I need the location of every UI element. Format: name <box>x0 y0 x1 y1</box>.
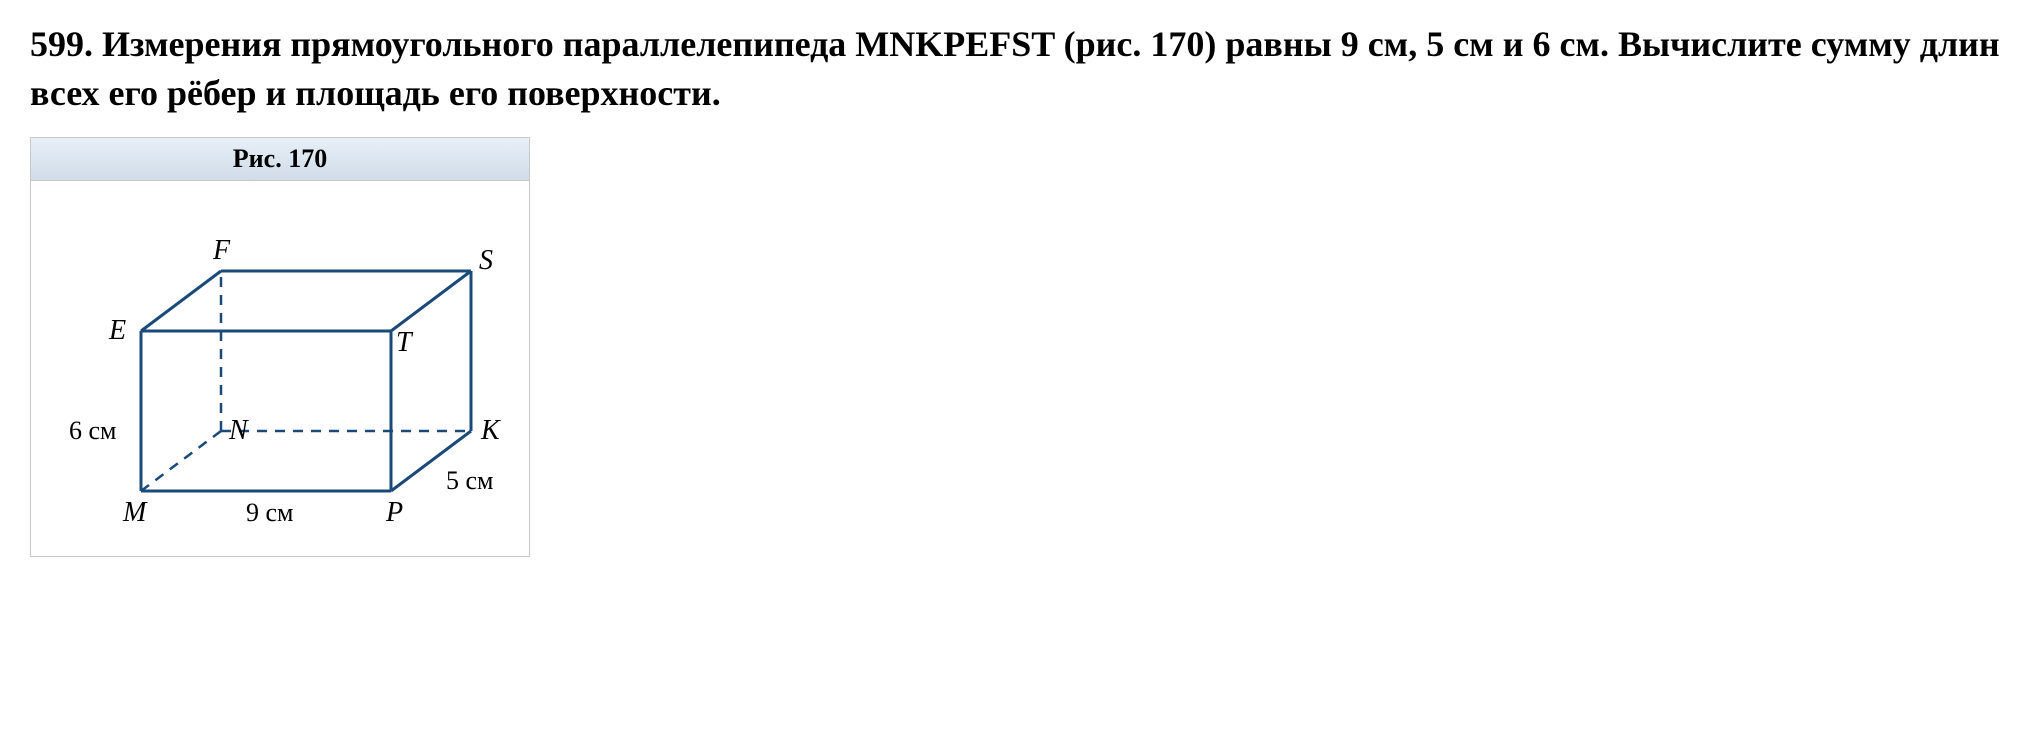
dim-depth: 5 см <box>446 466 494 495</box>
parallelepiped-diagram: M P K N E T S F 9 см 5 см 6 см <box>51 201 511 541</box>
problem-line3: его поверхности. <box>449 73 721 113</box>
dim-height: 6 см <box>69 416 117 445</box>
label-S: S <box>479 245 493 276</box>
label-F: F <box>212 235 231 266</box>
edge-EF <box>141 271 221 331</box>
label-M: M <box>122 497 148 528</box>
edge-NM-hidden <box>141 431 221 491</box>
problem-number: 599. <box>30 24 93 64</box>
label-P: P <box>385 497 403 528</box>
problem-statement: 599. Измерения прямоугольного параллелеп… <box>30 20 2004 117</box>
figure-caption: Рис. 170 <box>31 138 529 181</box>
label-N: N <box>228 415 249 446</box>
figure-panel: Рис. 170 M P K N <box>30 137 530 557</box>
label-K: K <box>480 415 501 446</box>
dim-width: 9 см <box>246 498 294 527</box>
problem-line1: Измерения прямоугольного параллелепипеда… <box>102 24 1216 64</box>
edge-TS <box>391 271 471 331</box>
label-T: T <box>396 327 414 358</box>
figure-body: M P K N E T S F 9 см 5 см 6 см <box>31 181 529 556</box>
label-E: E <box>108 315 126 346</box>
